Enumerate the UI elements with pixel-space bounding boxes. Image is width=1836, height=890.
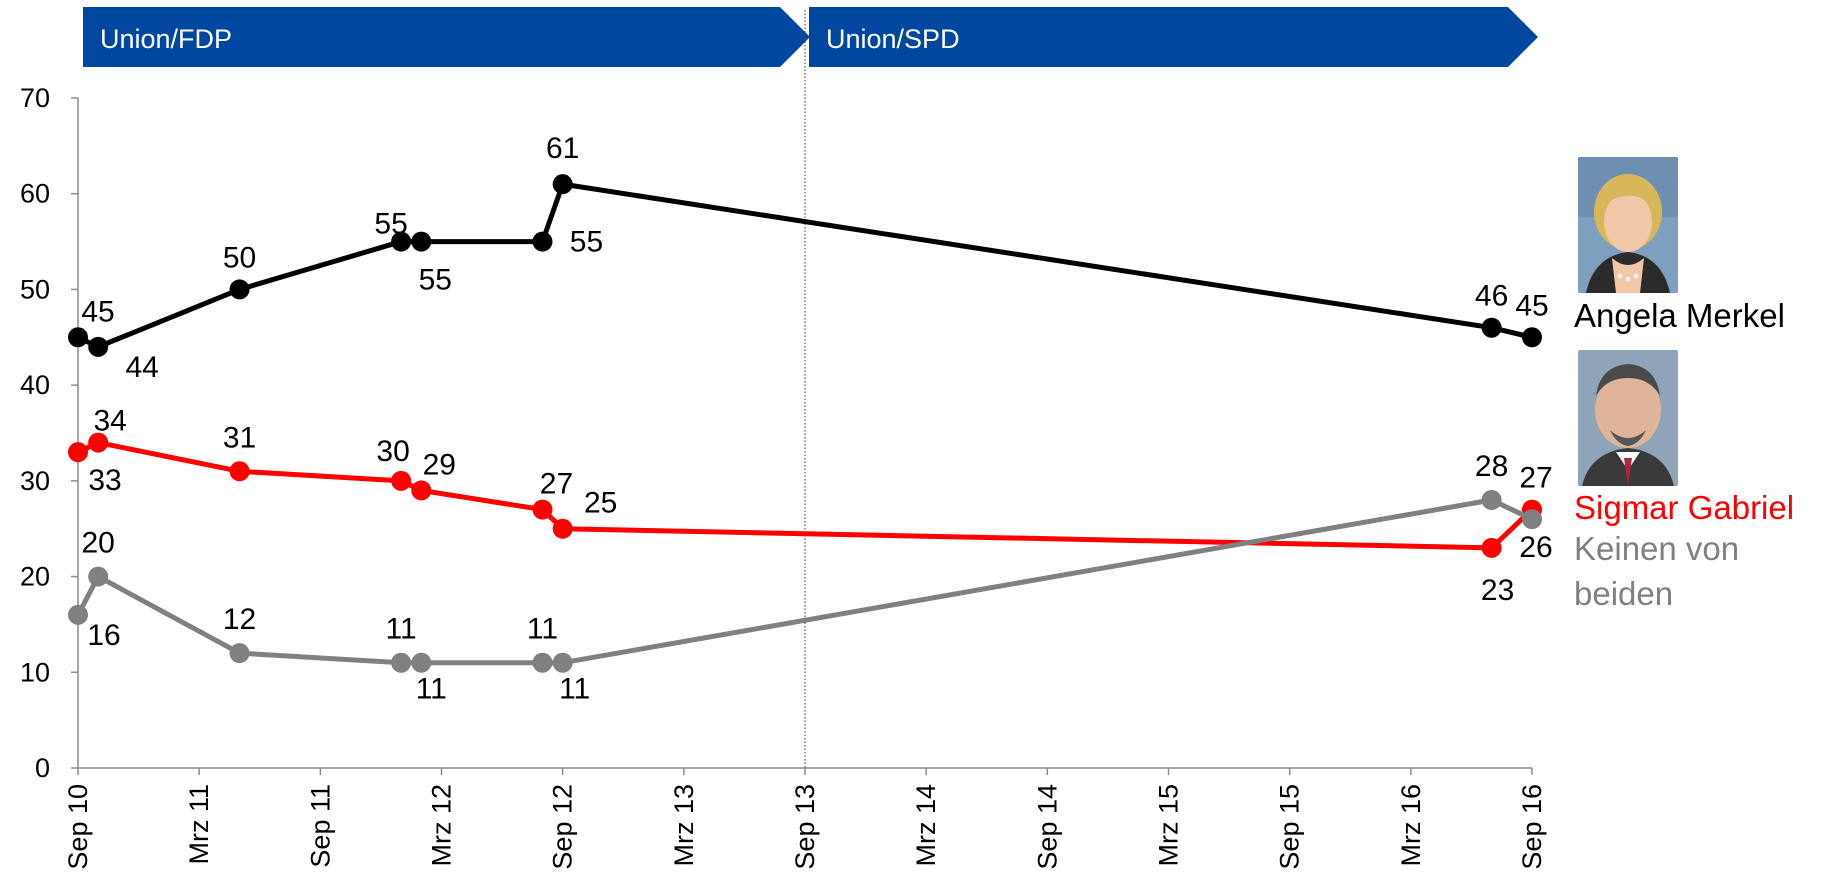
x-tick-label: Mrz 16 — [1396, 784, 1426, 867]
legend-keinen: Keinen von beiden — [1574, 530, 1739, 612]
banner-union-fdp-label: Union/FDP — [100, 24, 232, 54]
x-tick-label: Mrz 12 — [427, 784, 457, 867]
data-label-gabriel: 34 — [94, 405, 127, 438]
point-gabriel — [1481, 537, 1502, 558]
data-label-keinen: 11 — [386, 613, 417, 646]
coalition-banners: Union/FDP Union/SPD — [83, 7, 1538, 67]
y-tick-label: 0 — [35, 753, 50, 783]
data-label-keinen: 20 — [82, 527, 115, 560]
point-gabriel — [411, 480, 432, 501]
point-keinen — [229, 643, 250, 664]
data-label-keinen: 16 — [87, 619, 120, 652]
point-gabriel — [552, 518, 573, 539]
point-keinen — [68, 604, 88, 625]
x-tick-label: Sep 16 — [1517, 784, 1547, 870]
point-keinen — [532, 652, 553, 673]
y-tick-label: 30 — [20, 466, 50, 496]
data-label-gabriel: 33 — [88, 464, 121, 497]
banner-union-fdp — [83, 7, 810, 67]
data-label-merkel: 45 — [1515, 289, 1548, 322]
x-tick-label: Mrz 13 — [669, 784, 699, 867]
legend-merkel: Angela Merkel — [1574, 157, 1785, 334]
x-tick-label: Sep 12 — [548, 784, 578, 870]
series-layer — [68, 174, 1542, 673]
data-label-keinen: 12 — [223, 603, 256, 636]
point-merkel — [391, 231, 412, 252]
data-label-merkel: 55 — [419, 264, 452, 297]
point-keinen — [1481, 490, 1502, 510]
y-tick-label: 10 — [20, 657, 50, 687]
y-tick-label: 60 — [20, 179, 50, 209]
legend-merkel-label: Angela Merkel — [1574, 297, 1785, 334]
point-merkel — [229, 279, 250, 300]
data-label-gabriel: 23 — [1481, 574, 1514, 607]
x-tick-label: Sep 10 — [63, 784, 93, 870]
data-label-keinen: 11 — [527, 613, 558, 646]
x-tick-label: Mrz 15 — [1154, 784, 1184, 867]
point-merkel — [411, 231, 432, 252]
x-axis: Sep 10 Mrz 11 Sep 11 Mrz 12 Sep 12 Mrz 13 Sep … — [63, 767, 1547, 870]
banner-union-spd-label: Union/SPD — [826, 24, 960, 54]
point-gabriel — [68, 442, 88, 463]
y-tick-label: 50 — [20, 274, 50, 304]
point-merkel — [68, 327, 88, 348]
data-label-keinen: 28 — [1475, 450, 1508, 483]
point-keinen — [88, 566, 109, 587]
point-gabriel — [229, 461, 250, 482]
data-label-merkel: 45 — [81, 295, 114, 328]
legend-keinen-label-line1: Keinen von — [1574, 530, 1739, 567]
data-label-merkel: 55 — [374, 208, 407, 241]
point-gabriel — [532, 499, 553, 520]
data-label-merkel: 61 — [546, 132, 579, 165]
point-keinen — [1522, 509, 1542, 530]
y-tick-label: 70 — [20, 83, 50, 113]
data-label-keinen: 11 — [559, 673, 590, 706]
x-tick-label: Sep 15 — [1275, 784, 1305, 870]
data-label-keinen: 11 — [416, 673, 447, 706]
x-tick-label: Mrz 14 — [911, 784, 941, 867]
data-label-keinen: 26 — [1519, 531, 1552, 564]
point-merkel — [1522, 327, 1542, 348]
x-tick-label: Mrz 11 — [184, 784, 214, 865]
point-merkel — [1481, 317, 1502, 338]
banner-union-spd — [809, 7, 1538, 67]
x-tick-label: Sep 13 — [790, 784, 820, 870]
data-label-gabriel: 27 — [540, 468, 573, 501]
legend-keinen-label-line2: beiden — [1574, 575, 1673, 612]
point-gabriel — [88, 432, 109, 453]
point-gabriel — [391, 470, 412, 491]
data-label-merkel: 46 — [1475, 280, 1508, 313]
legend-gabriel: Sigmar Gabriel — [1574, 350, 1794, 526]
gabriel-portrait-icon — [1578, 350, 1678, 486]
point-merkel — [532, 231, 553, 252]
y-axis: 0 10 20 30 40 50 60 70 — [20, 83, 79, 783]
data-label-merkel: 55 — [570, 226, 603, 259]
x-tick-label: Sep 14 — [1032, 784, 1062, 870]
point-keinen — [411, 652, 432, 673]
data-label-gabriel: 31 — [223, 421, 256, 454]
data-label-gabriel: 30 — [376, 435, 409, 468]
point-merkel — [88, 336, 109, 357]
point-merkel — [552, 174, 573, 195]
point-keinen — [391, 652, 412, 673]
legend-gabriel-label: Sigmar Gabriel — [1574, 489, 1794, 526]
data-label-merkel: 44 — [126, 351, 159, 384]
y-tick-label: 20 — [20, 562, 50, 592]
y-tick-label: 40 — [20, 370, 50, 400]
data-label-merkel: 50 — [223, 241, 256, 274]
x-tick-label: Sep 11 — [305, 784, 335, 868]
data-label-gabriel: 29 — [423, 448, 456, 481]
data-label-gabriel: 25 — [584, 487, 617, 520]
point-keinen — [552, 652, 573, 673]
merkel-portrait-icon — [1578, 157, 1678, 293]
data-label-gabriel: 27 — [1519, 462, 1552, 495]
